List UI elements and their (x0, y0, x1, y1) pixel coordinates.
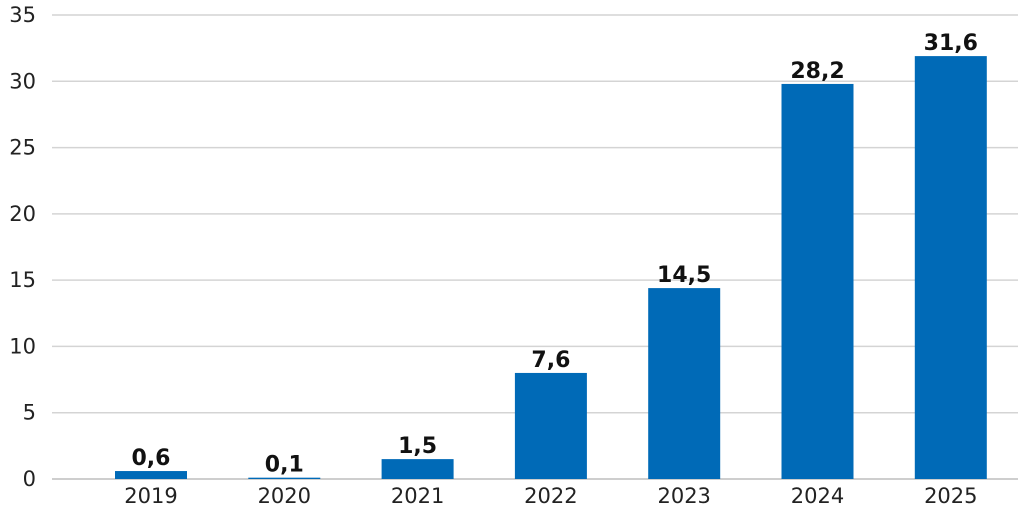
y-tick-label: 0 (23, 467, 36, 491)
bars (115, 56, 987, 480)
y-tick-label: 10 (9, 334, 36, 358)
y-tick-label: 20 (9, 202, 36, 226)
data-label: 1,5 (398, 434, 437, 459)
gridlines (52, 14, 1018, 480)
x-tick-label: 2022 (524, 484, 577, 508)
data-label: 14,5 (657, 263, 711, 288)
y-tick-label: 35 (9, 3, 36, 27)
bar-2023 (648, 288, 721, 479)
y-tick-label: 30 (9, 69, 36, 93)
bar-2019 (115, 471, 187, 479)
bar-2020 (248, 477, 321, 479)
x-tick-label: 2019 (124, 484, 177, 508)
bar-2025 (914, 56, 987, 480)
bar-2021 (381, 459, 454, 479)
y-axis: 0 5 10 15 20 25 30 35 (9, 3, 36, 491)
x-axis: 2019 2020 2021 2022 2023 2024 2025 (124, 484, 977, 508)
bar-2024 (781, 83, 854, 480)
data-label: 7,6 (531, 348, 570, 373)
x-tick-label: 2025 (924, 484, 977, 508)
data-label: 0,6 (132, 446, 171, 471)
data-labels: 0,6 0,1 1,5 7,6 14,5 28,2 31,6 (132, 31, 978, 478)
x-tick-label: 2021 (391, 484, 444, 508)
bar-2022 (514, 372, 587, 479)
y-tick-label: 15 (9, 268, 36, 292)
y-tick-label: 5 (23, 401, 36, 425)
x-tick-label: 2024 (791, 484, 844, 508)
data-label: 31,6 (924, 31, 978, 56)
data-label: 28,2 (790, 59, 844, 84)
data-label: 0,1 (265, 453, 304, 478)
x-tick-label: 2023 (657, 484, 710, 508)
y-tick-label: 25 (9, 136, 36, 160)
x-tick-label: 2020 (258, 484, 311, 508)
